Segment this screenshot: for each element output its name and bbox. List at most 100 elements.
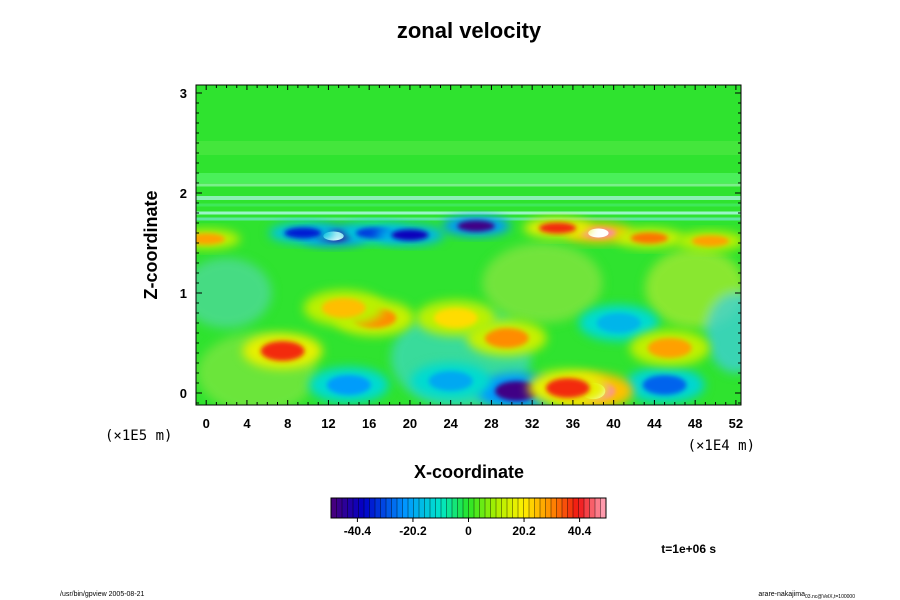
colorbar-segment-15 bbox=[413, 498, 420, 518]
colorbar-segment-21 bbox=[446, 498, 453, 518]
colorbar: -40.4 -20.2 0 20.2 40.4 bbox=[330, 497, 607, 538]
colorbar-tick-label-3: 20.2 bbox=[512, 524, 536, 538]
field-band-2 bbox=[196, 196, 741, 200]
x-tick-label-28: 28 bbox=[484, 416, 498, 431]
feature-22-core bbox=[433, 308, 478, 328]
colorbar-tick-label-2: 0 bbox=[465, 524, 472, 538]
field-band-6 bbox=[196, 141, 741, 155]
colorbar-segment-18 bbox=[430, 498, 436, 518]
x-axis-ticks: 0 4 8 12 16 20 24 28 32 36 40 44 48 52 bbox=[195, 85, 743, 431]
field-bands bbox=[196, 141, 741, 405]
colorbar-segment-5 bbox=[358, 498, 365, 518]
x-tick-label-40: 40 bbox=[606, 416, 620, 431]
y-tick-label-3: 3 bbox=[180, 86, 187, 101]
footer-right-main: arare-nakajima bbox=[758, 591, 805, 598]
feature-13 bbox=[676, 231, 741, 251]
colorbar-segment-44 bbox=[573, 498, 579, 518]
colorbar-segment-3 bbox=[347, 498, 354, 518]
colorbar-segment-14 bbox=[408, 498, 414, 518]
colorbar-segment-13 bbox=[402, 498, 409, 518]
colorbar-tick-label-1: -20.2 bbox=[399, 524, 427, 538]
colorbar-tick-label-0: -40.4 bbox=[344, 524, 372, 538]
colorbar-segment-22 bbox=[452, 498, 458, 518]
feature-13-core bbox=[691, 235, 730, 247]
y-axis-ticks: 0 1 2 3 bbox=[180, 86, 741, 404]
colorbar-segment-38 bbox=[540, 498, 546, 518]
feature-4-core bbox=[457, 220, 495, 232]
colorbar-segment-10 bbox=[386, 498, 392, 518]
field-mottle bbox=[196, 243, 741, 405]
y-tick-label-2: 2 bbox=[180, 186, 187, 201]
colorbar-segment-11 bbox=[391, 498, 398, 518]
feature-8-core bbox=[596, 313, 641, 333]
field-band-0 bbox=[196, 173, 741, 183]
x-tick-label-32: 32 bbox=[525, 416, 539, 431]
colorbar-segment-26 bbox=[474, 498, 480, 518]
feature-17-core bbox=[260, 341, 305, 361]
colorbar-segment-9 bbox=[380, 498, 387, 518]
colorbar-segment-25 bbox=[468, 498, 475, 518]
colorbar-segment-8 bbox=[375, 498, 381, 518]
colorbar-segment-39 bbox=[545, 498, 552, 518]
feature-20-core bbox=[484, 328, 529, 348]
feature-1 bbox=[268, 223, 337, 243]
x-axis-label: X-coordinate bbox=[414, 462, 524, 482]
x-tick-label-52: 52 bbox=[729, 416, 743, 431]
colorbar-segment-36 bbox=[529, 498, 535, 518]
feature-12-core bbox=[630, 232, 669, 244]
colorbar-segment-35 bbox=[523, 498, 530, 518]
colorbar-segment-29 bbox=[490, 498, 497, 518]
colorbar-segment-41 bbox=[556, 498, 563, 518]
field-band-1 bbox=[196, 183, 741, 187]
colorbar-segment-37 bbox=[534, 498, 541, 518]
time-label: t=1e+06 s bbox=[661, 542, 716, 556]
colorbar-segment-20 bbox=[441, 498, 447, 518]
mottle-4 bbox=[482, 243, 603, 323]
colorbar-segment-32 bbox=[507, 498, 513, 518]
colorbar-segment-23 bbox=[457, 498, 464, 518]
feature-17 bbox=[242, 333, 323, 369]
colorbar-segment-42 bbox=[562, 498, 568, 518]
colorbar-segment-1 bbox=[336, 498, 343, 518]
mottle-3 bbox=[196, 258, 272, 328]
colorbar-segment-49 bbox=[600, 498, 607, 518]
colorbar-segment-27 bbox=[479, 498, 486, 518]
feature-19 bbox=[527, 370, 608, 405]
colorbar-segment-17 bbox=[424, 498, 431, 518]
footer-right-sub: 03.nc@VelX,t=100000 bbox=[805, 594, 855, 600]
y-tick-label-0: 0 bbox=[180, 386, 187, 401]
colorbar-tick-label-4: 40.4 bbox=[568, 524, 592, 538]
colorbar-segment-31 bbox=[501, 498, 508, 518]
colorbar-segment-43 bbox=[567, 498, 574, 518]
x-tick-label-4: 4 bbox=[243, 416, 251, 431]
x-scale-note: (×1E4 m) bbox=[688, 438, 755, 454]
x-tick-label-0: 0 bbox=[203, 416, 210, 431]
plot-frame bbox=[195, 84, 742, 406]
footer-left: /usr/bin/gpview 2005-08-21 bbox=[60, 591, 145, 598]
x-tick-label-16: 16 bbox=[362, 416, 376, 431]
feature-3 bbox=[375, 225, 444, 245]
feature-14 bbox=[196, 229, 241, 249]
x-tick-label-36: 36 bbox=[566, 416, 580, 431]
feature-9-core bbox=[642, 375, 687, 395]
colorbar-segment-0 bbox=[331, 498, 337, 518]
feature-4 bbox=[442, 216, 511, 236]
feature-9 bbox=[624, 367, 705, 403]
colorbar-segment-6 bbox=[364, 498, 370, 518]
field-band-4 bbox=[196, 211, 741, 215]
feature-6-core bbox=[326, 375, 371, 395]
feature-6 bbox=[308, 367, 389, 403]
feature-21 bbox=[629, 330, 710, 366]
feature-11-core bbox=[538, 222, 577, 234]
colorbar-segment-24 bbox=[463, 498, 469, 518]
feature-3-core bbox=[391, 229, 429, 241]
velocity-features bbox=[196, 216, 741, 405]
colorbar-segment-46 bbox=[584, 498, 590, 518]
feature-14-core bbox=[196, 233, 225, 245]
x-tick-label-8: 8 bbox=[284, 416, 291, 431]
feature-10-saturated bbox=[588, 228, 609, 238]
y-scale-note: (×1E5 m) bbox=[105, 428, 172, 444]
colorbar-segment-12 bbox=[397, 498, 403, 518]
field-band-3 bbox=[196, 203, 741, 207]
